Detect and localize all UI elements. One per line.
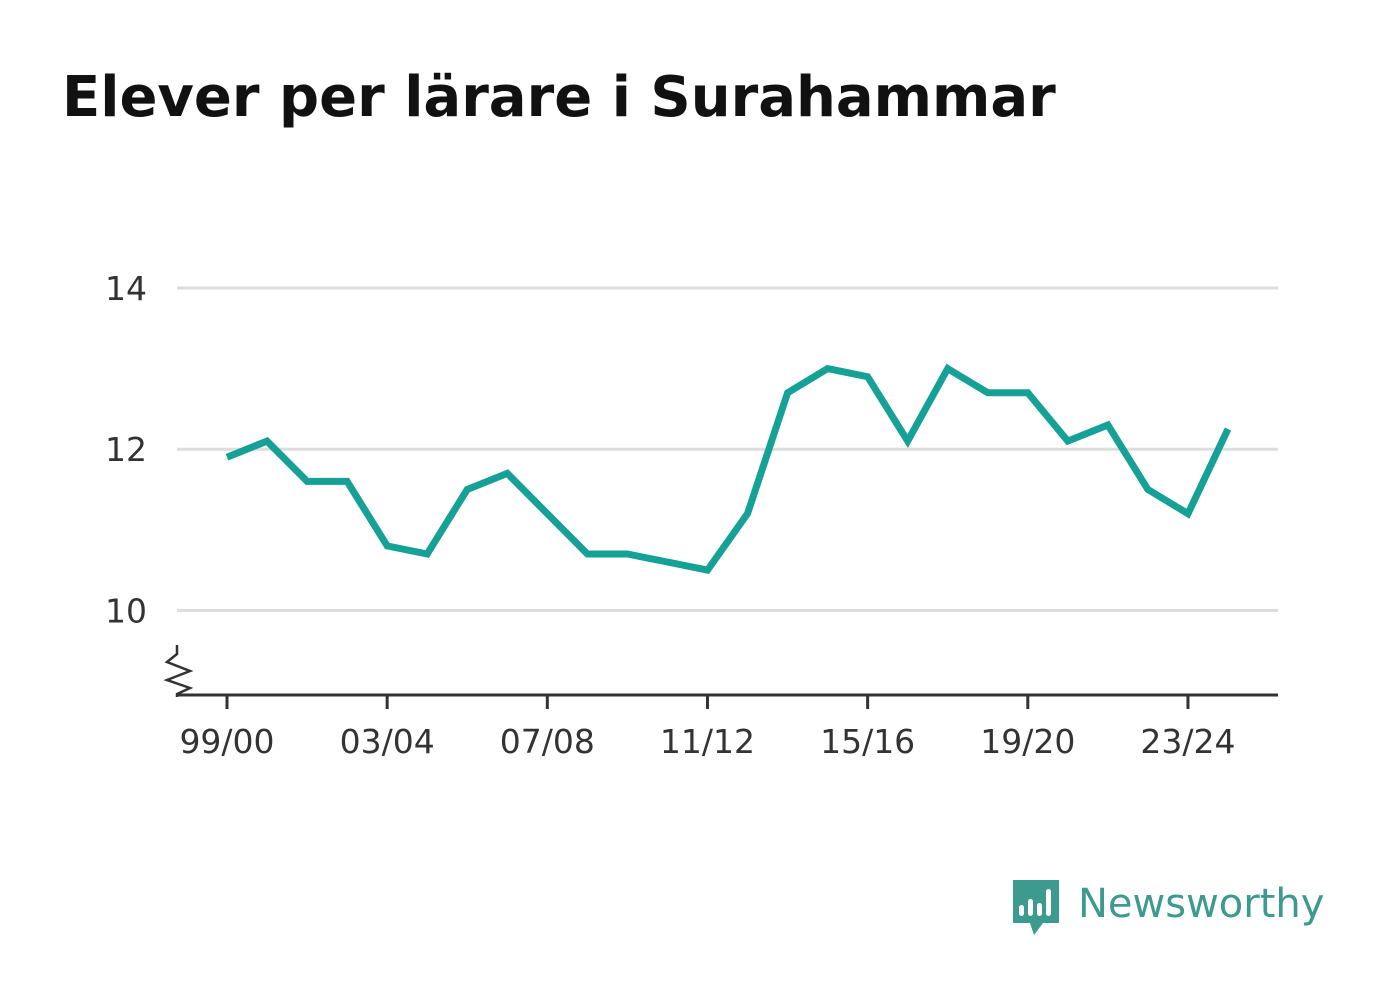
data-point: [822, 363, 834, 375]
data-point: [661, 556, 673, 568]
data-point: [1222, 423, 1234, 435]
x-tick-labels: 99/00 03/04 07/08 11/12 15/16 19/20 23/24: [179, 722, 1235, 761]
y-tick-label: 10: [105, 591, 147, 630]
data-point: [581, 548, 593, 560]
data-point: [221, 451, 233, 463]
data-point: [461, 484, 473, 496]
series-line: [225, 363, 1232, 574]
data-point: [1102, 419, 1114, 431]
x-tick-label: 03/04: [340, 722, 435, 761]
data-point: [942, 363, 954, 375]
chart-title: Elever per lärare i Surahammar: [62, 65, 1056, 130]
data-point: [862, 371, 874, 383]
x-tick-label: 19/20: [980, 722, 1075, 761]
newsworthy-bar-chart-icon: [1013, 880, 1059, 935]
data-point: [1062, 435, 1074, 447]
data-point: [421, 548, 433, 560]
x-tick-label: 11/12: [660, 722, 755, 761]
data-point: [341, 475, 353, 487]
y-tick-label: 12: [105, 430, 147, 469]
y-axis-break-icon: [163, 645, 194, 697]
data-point: [902, 435, 914, 447]
x-tick-label: 15/16: [820, 722, 915, 761]
brand-name: Newsworthy: [1078, 881, 1325, 927]
y-tick-label: 14: [105, 269, 147, 308]
y-gridlines: [177, 286, 1278, 612]
x-tick-label: 07/08: [500, 722, 595, 761]
data-point: [501, 467, 513, 479]
x-tick-label: 23/24: [1140, 722, 1235, 761]
data-point: [261, 435, 273, 447]
data-point: [702, 564, 714, 576]
data-point: [541, 508, 553, 520]
x-tick-label: 99/00: [179, 722, 274, 761]
data-point: [982, 387, 994, 399]
data-point: [782, 387, 794, 399]
data-point: [1142, 484, 1154, 496]
x-ticks: [225, 695, 1190, 709]
data-point: [1022, 387, 1034, 399]
data-point: [1182, 508, 1194, 520]
series-line-group: [221, 363, 1234, 576]
data-point: [742, 508, 754, 520]
y-tick-labels: 10 12 14: [105, 269, 147, 630]
data-point: [301, 475, 313, 487]
data-point: [621, 548, 633, 560]
newsworthy-logo: Newsworthy: [1010, 877, 1324, 941]
data-point: [381, 540, 393, 552]
